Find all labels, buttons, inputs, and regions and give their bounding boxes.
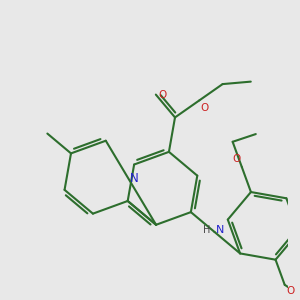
Text: H: H	[203, 225, 210, 236]
Text: O: O	[286, 286, 295, 296]
Text: N: N	[216, 225, 224, 236]
Text: O: O	[232, 154, 240, 164]
Text: N: N	[130, 172, 139, 185]
Text: O: O	[158, 90, 167, 100]
Text: O: O	[200, 103, 209, 113]
